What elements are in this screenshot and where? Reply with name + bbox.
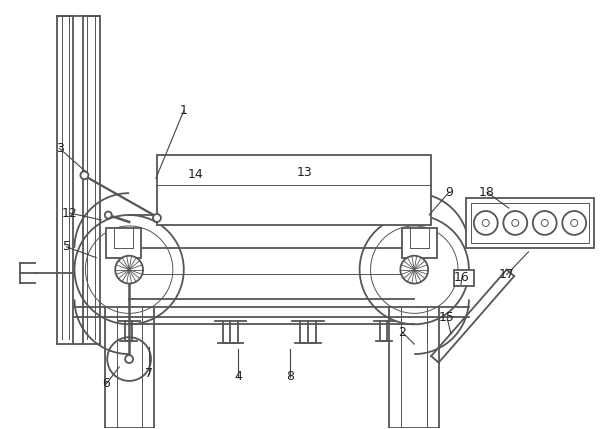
Bar — [471, 203, 589, 243]
Text: 7: 7 — [145, 368, 153, 381]
Bar — [157, 155, 431, 225]
Circle shape — [153, 214, 161, 222]
Text: 13: 13 — [297, 166, 313, 179]
Text: 1: 1 — [180, 104, 188, 117]
Text: 5: 5 — [63, 240, 70, 253]
Circle shape — [105, 211, 112, 218]
Text: 18: 18 — [479, 186, 495, 199]
Circle shape — [503, 211, 527, 235]
Circle shape — [125, 355, 133, 363]
Text: 16: 16 — [454, 271, 470, 284]
Circle shape — [562, 211, 586, 235]
Circle shape — [81, 171, 88, 179]
Bar — [107, 228, 141, 258]
Text: 17: 17 — [498, 268, 515, 281]
Bar — [402, 228, 437, 258]
Circle shape — [115, 256, 143, 284]
Text: 15: 15 — [439, 311, 455, 324]
Text: 2: 2 — [399, 326, 406, 339]
Text: 8: 8 — [286, 370, 294, 384]
Circle shape — [533, 211, 557, 235]
Text: 12: 12 — [61, 206, 78, 220]
Circle shape — [474, 211, 498, 235]
Bar — [454, 270, 474, 286]
Text: 9: 9 — [445, 186, 453, 199]
Circle shape — [400, 256, 428, 284]
Text: 4: 4 — [234, 370, 243, 384]
Text: 14: 14 — [188, 168, 203, 181]
Text: 3: 3 — [55, 142, 63, 155]
Text: 6: 6 — [102, 378, 110, 390]
Bar — [466, 198, 594, 248]
